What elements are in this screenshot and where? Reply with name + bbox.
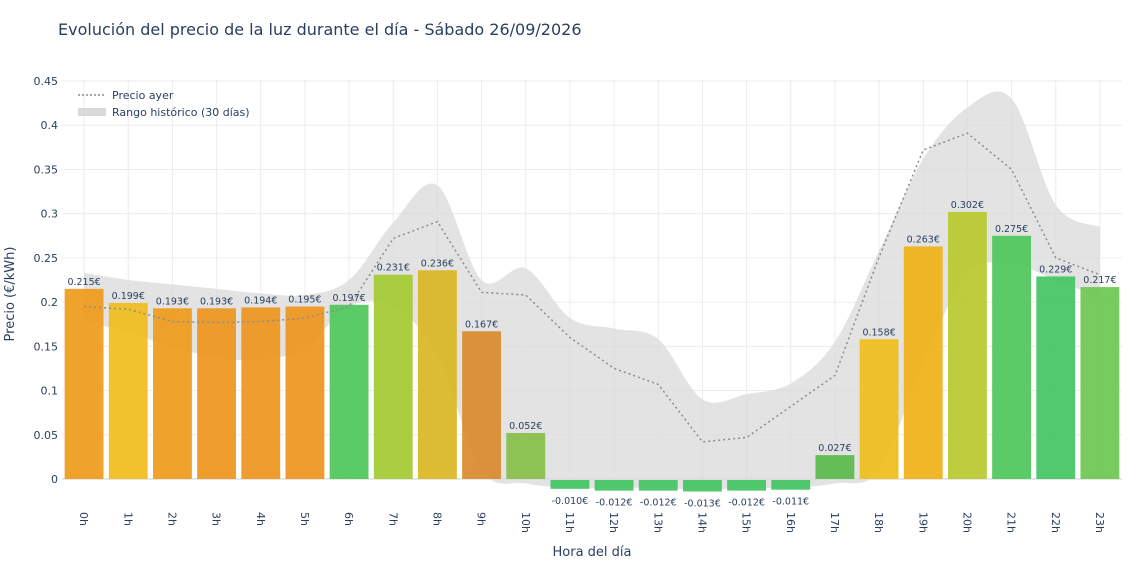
bar-value-label: 0.231€ [377, 263, 410, 274]
x-tick-label: 15h [740, 512, 753, 533]
bar-value-label: 0.167€ [465, 319, 498, 330]
x-tick-label: 17h [828, 512, 841, 533]
bar-value-label: -0.011€ [772, 497, 809, 508]
x-tick-label: 5h [298, 512, 311, 526]
y-axis-title: Precio (€/kWh) [3, 247, 18, 342]
y-tick-label: 0.45 [34, 75, 59, 88]
x-tick-label: 18h [872, 512, 885, 533]
bar-value-label: 0.194€ [244, 295, 277, 306]
y-tick-label: 0.05 [34, 429, 59, 442]
legend-label-rango-historico: Rango histórico (30 días) [112, 106, 250, 119]
x-tick-label: 19h [916, 512, 929, 533]
bar-data-labels: 0.215€ 0.199€ 0.193€ 0.193€ 0.194€ 0.195€ 0.19… [67, 200, 1116, 510]
price-bar [152, 308, 192, 479]
bar-value-label: 0.263€ [907, 234, 940, 245]
bar-value-label: 0.217€ [1083, 275, 1116, 286]
bar-value-label: 0.197€ [332, 293, 365, 304]
y-tick-label: 0.2 [41, 296, 59, 309]
price-bars [64, 211, 1120, 492]
bar-value-label: -0.012€ [728, 498, 765, 509]
y-tick-label: 0.3 [41, 208, 59, 221]
bar-value-label: 0.236€ [421, 258, 454, 269]
price-bar [550, 480, 590, 489]
x-tick-label: 13h [651, 512, 664, 533]
price-bar [285, 306, 325, 479]
legend-label-precio-ayer: Precio ayer [112, 89, 174, 102]
price-bar [64, 288, 104, 479]
y-tick-label: 0.15 [34, 340, 59, 353]
y-tick-label: 0.1 [41, 385, 59, 398]
price-bar [682, 480, 722, 492]
price-bar [815, 455, 855, 479]
yesterday-price-line [84, 132, 1101, 443]
x-tick-label: 22h [1049, 512, 1062, 533]
price-bar [329, 304, 369, 479]
x-axis-title: Hora del día [553, 545, 632, 560]
bar-value-label: 0.027€ [818, 443, 851, 454]
x-tick-label: 7h [386, 512, 399, 526]
price-bar [992, 235, 1032, 479]
price-bar [1080, 287, 1120, 479]
price-bar [462, 331, 502, 479]
bar-value-label: 0.199€ [112, 291, 145, 302]
x-tick-label: 12h [607, 512, 620, 533]
x-tick-label: 10h [519, 512, 532, 533]
price-bar [947, 211, 987, 480]
bar-value-label: 0.229€ [1039, 264, 1072, 275]
price-bar [197, 308, 237, 479]
x-tick-label: 20h [960, 512, 973, 533]
x-tick-label: 4h [254, 512, 267, 526]
bar-value-label: -0.013€ [684, 498, 721, 509]
bar-value-label: -0.012€ [596, 498, 633, 509]
x-tick-label: 2h [165, 512, 178, 526]
y-tick-label: 0 [51, 473, 58, 486]
x-tick-label: 6h [342, 512, 355, 526]
price-bar [771, 480, 811, 490]
x-tick-label: 14h [695, 512, 708, 533]
x-tick-label: 8h [430, 512, 443, 526]
price-bar [373, 274, 413, 479]
bar-value-label: 0.193€ [156, 296, 189, 307]
bar-value-label: -0.010€ [552, 496, 589, 507]
bar-value-label: -0.012€ [640, 498, 677, 509]
bar-value-label: 0.052€ [509, 421, 542, 432]
bar-value-label: 0.275€ [995, 224, 1028, 235]
price-bar [594, 480, 634, 491]
historical-range-area [84, 91, 1100, 490]
price-bar [903, 246, 943, 479]
bar-value-label: 0.195€ [288, 295, 321, 306]
price-bar [859, 339, 899, 479]
y-tick-label: 0.35 [34, 163, 59, 176]
bar-value-label: 0.215€ [67, 277, 100, 288]
price-bar [506, 433, 546, 479]
y-tick-label: 0.4 [41, 119, 59, 132]
axes: 0 0.05 0.1 0.15 0.2 0.25 0.3 0.35 0.4 0.45 0h 1h 2h 3… [34, 75, 1106, 533]
price-bar [727, 480, 767, 491]
x-tick-label: 9h [475, 512, 488, 526]
precio-ayer-line [84, 132, 1101, 443]
price-bar [417, 270, 457, 479]
bar-value-label: 0.193€ [200, 296, 233, 307]
price-bar [638, 480, 678, 491]
legend[interactable]: Precio ayer Rango histórico (30 días) [78, 89, 250, 119]
legend-band-swatch [78, 108, 106, 116]
y-tick-label: 0.25 [34, 252, 59, 265]
x-tick-label: 23h [1093, 512, 1106, 533]
bar-value-label: 0.302€ [951, 200, 984, 211]
x-tick-label: 0h [77, 512, 90, 526]
bar-value-label: 0.158€ [862, 327, 895, 338]
x-tick-label: 11h [563, 512, 576, 533]
x-tick-label: 3h [210, 512, 223, 526]
x-tick-label: 21h [1005, 512, 1018, 533]
x-tick-label: 1h [121, 512, 134, 526]
price-bar [241, 307, 281, 479]
historical-range-band [84, 91, 1100, 490]
price-bar [1036, 276, 1076, 479]
x-tick-label: 16h [784, 512, 797, 533]
price-bar [108, 302, 148, 479]
chart-title: Evolución del precio de la luz durante e… [58, 20, 582, 39]
